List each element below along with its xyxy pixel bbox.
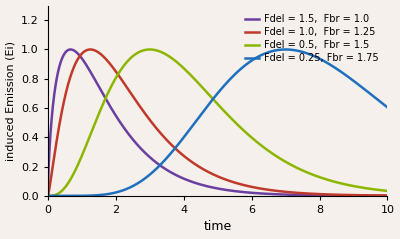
Fdel = 1.0,  Fbr = 1.25 <box>88 48 93 51</box>
Fdel = 0.25, Fbr = 1.75 <box>299 50 304 53</box>
Fdel = 1.0,  Fbr = 1.25 <box>385 194 390 197</box>
Legend: Fdel = 1.5,  Fbr = 1.0, Fdel = 1.0,  Fbr = 1.25, Fdel = 0.5,  Fbr = 1.5, Fdel = : Fdel = 1.5, Fbr = 1.0, Fdel = 1.0, Fbr =… <box>241 11 382 67</box>
Fdel = 1.5,  Fbr = 1.0 <box>325 194 330 197</box>
Line: Fdel = 0.5,  Fbr = 1.5: Fdel = 0.5, Fbr = 1.5 <box>48 49 388 196</box>
Fdel = 1.0,  Fbr = 1.25 <box>299 192 304 195</box>
Fdel = 1.5,  Fbr = 1.0 <box>299 194 304 196</box>
X-axis label: time: time <box>204 220 232 234</box>
Fdel = 0.25, Fbr = 1.75 <box>385 106 390 109</box>
Y-axis label: induced Emission (Ei): induced Emission (Ei) <box>6 41 16 161</box>
Fdel = 0.5,  Fbr = 1.5 <box>107 88 112 91</box>
Line: Fdel = 0.25, Fbr = 1.75: Fdel = 0.25, Fbr = 1.75 <box>48 49 388 196</box>
Fdel = 1.0,  Fbr = 1.25 <box>249 185 254 188</box>
Fdel = 1.5,  Fbr = 1.0 <box>249 191 254 194</box>
Fdel = 1.5,  Fbr = 1.0 <box>385 194 390 197</box>
Fdel = 0.5,  Fbr = 1.5 <box>249 136 254 139</box>
Fdel = 0.5,  Fbr = 1.5 <box>175 61 180 64</box>
Fdel = 0.5,  Fbr = 1.5 <box>46 195 50 197</box>
Fdel = 0.25, Fbr = 1.75 <box>175 144 180 147</box>
Fdel = 1.5,  Fbr = 1.0 <box>266 192 271 195</box>
Fdel = 0.25, Fbr = 1.75 <box>283 48 288 51</box>
Fdel = 1.0,  Fbr = 1.25 <box>175 149 180 152</box>
Fdel = 0.25, Fbr = 1.75 <box>325 61 330 64</box>
Fdel = 1.5,  Fbr = 1.0 <box>46 195 50 197</box>
Fdel = 0.5,  Fbr = 1.5 <box>147 48 152 51</box>
Fdel = 1.5,  Fbr = 1.0 <box>68 48 73 51</box>
Line: Fdel = 1.0,  Fbr = 1.25: Fdel = 1.0, Fbr = 1.25 <box>48 49 388 196</box>
Fdel = 1.5,  Fbr = 1.0 <box>107 104 112 107</box>
Fdel = 1.0,  Fbr = 1.25 <box>46 195 50 197</box>
Fdel = 0.25, Fbr = 1.75 <box>266 51 271 54</box>
Fdel = 0.5,  Fbr = 1.5 <box>266 150 271 152</box>
Fdel = 1.0,  Fbr = 1.25 <box>325 193 330 196</box>
Fdel = 0.25, Fbr = 1.75 <box>249 59 254 62</box>
Fdel = 0.5,  Fbr = 1.5 <box>325 178 330 181</box>
Fdel = 1.5,  Fbr = 1.0 <box>175 174 180 177</box>
Line: Fdel = 1.5,  Fbr = 1.0: Fdel = 1.5, Fbr = 1.0 <box>48 49 388 196</box>
Fdel = 0.25, Fbr = 1.75 <box>46 195 50 197</box>
Fdel = 1.0,  Fbr = 1.25 <box>107 62 112 65</box>
Fdel = 0.5,  Fbr = 1.5 <box>299 168 304 171</box>
Fdel = 0.25, Fbr = 1.75 <box>107 192 112 195</box>
Fdel = 1.0,  Fbr = 1.25 <box>266 188 271 191</box>
Fdel = 0.5,  Fbr = 1.5 <box>385 190 390 192</box>
